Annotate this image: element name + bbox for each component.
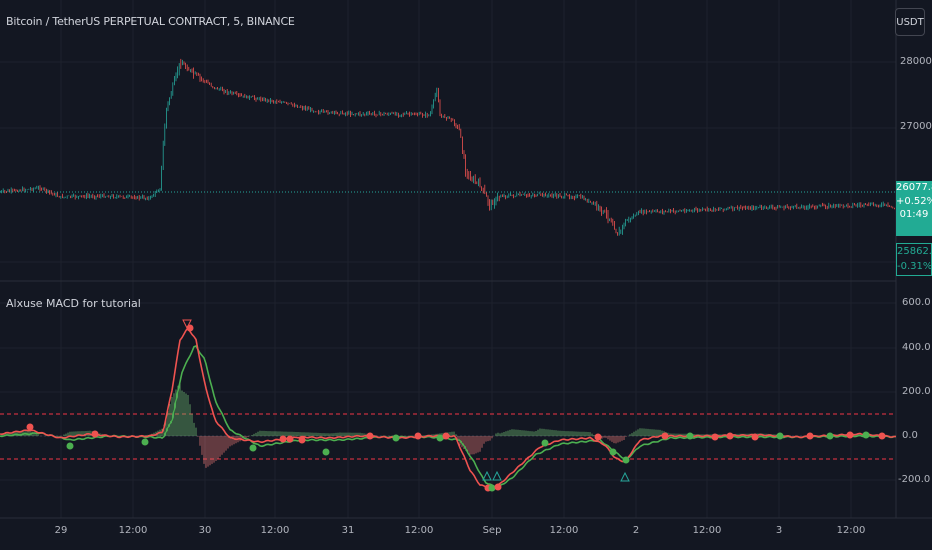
crossover-dot [91,430,99,438]
time-label: 12:00 [836,525,866,536]
time-label: 3 [775,525,783,536]
macd-line [0,326,896,489]
time-label: 12:00 [692,525,722,536]
time-label: 31 [341,525,355,536]
symbol-title[interactable]: Bitcoin / TetherUS PERPETUAL CONTRACT, 5… [6,15,295,28]
crossover-dot [298,436,306,444]
crossover-dot [541,439,549,447]
crossover-dot [436,434,444,442]
current-price-change: +0.52% [896,195,932,207]
crossover-dot [711,433,719,441]
bar-countdown: 01:49 [899,209,929,220]
time-label: Sep [482,525,502,536]
crossover-dot [26,423,34,431]
time-label: 29 [54,525,68,536]
crossover-dot [686,432,694,440]
macd-histogram [1,381,887,468]
crossover-dot [141,438,149,446]
macd-label-600: 600.0 [902,297,931,308]
previous-close-value: 25862.5 [897,246,932,257]
macd-label-200: 200.0 [902,386,931,397]
crossover-dot [322,448,330,456]
crossover-dot [392,434,400,442]
price-label-27000: 27000.0 [900,121,932,132]
current-price-value: 26077.8 [896,182,932,193]
crossover-dot [661,432,669,440]
crossover-dot [66,442,74,450]
crossover-dot [286,435,294,443]
crossover-dot [846,431,854,439]
macd-label-neg200: -200.0 [898,474,931,485]
crossover-dot [366,432,374,440]
crossover-dot [494,483,502,491]
crossover-dot [751,433,759,441]
time-label: 30 [198,525,212,536]
crossover-dot [488,484,496,492]
signal-line [0,345,897,489]
indicator-title[interactable]: Alxuse MACD for tutorial [6,297,141,310]
crossover-dot [806,432,814,440]
crossover-dot [594,433,602,441]
crossover-dot [862,431,870,439]
macd-label-400: 400.0 [902,342,931,353]
time-label: 12:00 [549,525,579,536]
crossover-dot [726,432,734,440]
time-label: 2 [632,525,640,536]
buy-signal-markers [482,470,630,482]
crossover-dot [609,448,617,456]
crossover-dot [776,432,784,440]
price-label-28000: 28000.0 [900,56,932,67]
sell-signal-marker [182,319,192,330]
crossover-dot [414,432,422,440]
currency-button[interactable]: USDT [895,8,925,36]
previous-close-change: -0.31% [897,261,932,272]
crossover-dot [878,432,886,440]
crossover-dot [279,435,287,443]
price-candles [0,58,895,236]
previous-close-badge: 25862.5 -0.31% [896,243,932,276]
crossover-dot [826,432,834,440]
macd-label-0: 0.0 [902,430,918,441]
chart-grid [0,0,896,518]
time-label: 12:00 [260,525,290,536]
crossover-markers [26,324,886,492]
crossover-dot [622,456,630,464]
crossover-dot [442,432,450,440]
time-label: 12:00 [118,525,148,536]
crossover-dot [249,444,257,452]
time-label: 12:00 [404,525,434,536]
current-price-badge: 26077.8 +0.52% 01:49 [896,181,932,236]
